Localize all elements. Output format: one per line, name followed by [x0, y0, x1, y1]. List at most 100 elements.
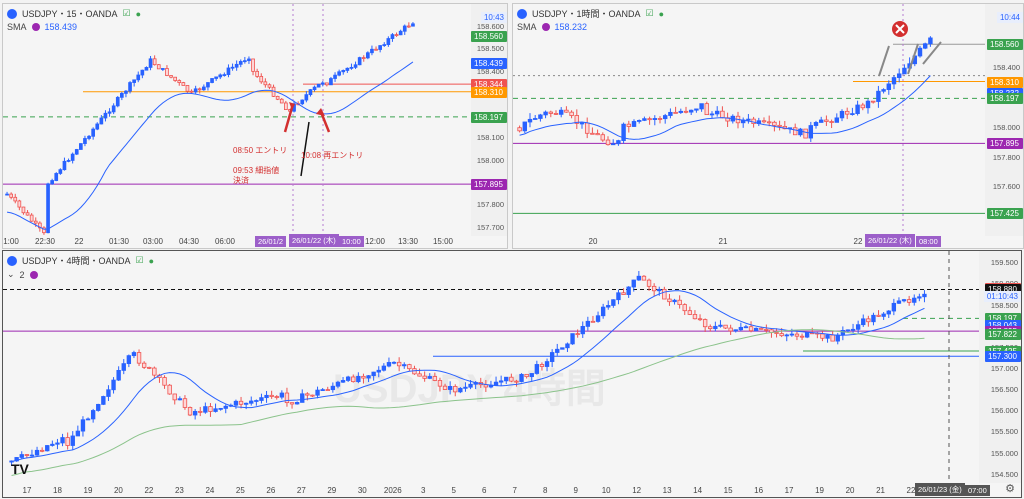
symbol-header[interactable]: USDJPY・15・OANDA ☑ ● [7, 7, 141, 20]
candlestick-chart[interactable] [3, 251, 1021, 497]
candle-body [539, 364, 545, 367]
candle-body [902, 67, 907, 75]
candle-body [677, 299, 682, 305]
candle-body [357, 57, 362, 66]
settings-icon[interactable] [31, 23, 40, 31]
candle-body [519, 373, 524, 382]
candle-body [468, 383, 473, 388]
candle-body [274, 396, 279, 398]
annotation-limit: 09:53 細指値 [233, 166, 280, 175]
candle-body [417, 373, 422, 377]
candle-body [152, 367, 157, 376]
price-tick: 155.500 [990, 427, 1018, 437]
time-tick: 20 [113, 486, 123, 495]
candle-body [213, 408, 218, 412]
price-label[interactable]: 158.344 [471, 79, 507, 91]
price-tick: 157.800 [992, 152, 1020, 162]
tradingview-logo[interactable]: TV [11, 461, 29, 477]
settings-icon[interactable] [29, 270, 38, 279]
price-label[interactable]: 158.310 [987, 76, 1023, 88]
candlestick-chart[interactable] [3, 4, 507, 248]
candle-body [605, 139, 611, 146]
time-tick: 23 [174, 486, 184, 495]
time-tick: 30 [357, 486, 367, 495]
time-tick: 26 [266, 486, 276, 495]
settings-icon[interactable] [541, 23, 550, 31]
candle-body [574, 115, 580, 124]
price-label[interactable]: 158.197 [985, 313, 1021, 325]
candle-body [922, 43, 928, 49]
price-label[interactable]: 157.300 [985, 351, 1021, 363]
check-icon[interactable]: ☑ [122, 8, 131, 18]
price-label[interactable]: 157.895 [471, 179, 507, 191]
candle-body [25, 212, 30, 216]
price-label[interactable]: 158.310 [471, 86, 507, 98]
candle-body [590, 320, 596, 323]
time-tick: 19 [83, 486, 93, 495]
candle-body [121, 363, 126, 371]
candle-body [316, 83, 321, 88]
sma-legend[interactable]: SMA 158.232 [517, 22, 587, 32]
indicator-legend[interactable]: ⌄ 2 [7, 269, 38, 280]
candle-body [881, 89, 886, 92]
market-status-icon: ● [135, 8, 142, 19]
sma-legend[interactable]: SMA 158.439 [7, 22, 77, 32]
candle-body [345, 376, 351, 381]
time-marker-label: 26/01/22 (木) [289, 234, 339, 247]
symbol-header[interactable]: USDJPY・1時間・OANDA ☑ ● [517, 7, 664, 20]
chart-pane-4h[interactable]: USDJPY・4時間・OANDA ☑ ● ⌄ 2 USDJPY 4時間 159.… [2, 250, 1022, 498]
chart-pane-1h[interactable]: USDJPY・1時間・OANDA ☑ ● SMA 158.232 158.400… [512, 3, 1024, 249]
collapse-icon[interactable]: ⌄ [7, 269, 15, 279]
candle-body [876, 314, 881, 317]
candle-body [333, 74, 337, 79]
price-label[interactable]: 157.425 [987, 208, 1023, 220]
sma-long-line [11, 329, 925, 477]
candle-body [626, 123, 632, 127]
candle-body [226, 67, 231, 75]
candlestick-chart[interactable] [513, 4, 1023, 248]
candle-body [210, 78, 214, 83]
price-label[interactable]: 157.895 [987, 138, 1023, 150]
candle-body [840, 330, 846, 336]
candle-body [279, 98, 284, 104]
candle-body [647, 118, 652, 121]
candle-body [269, 394, 274, 397]
candle-body [34, 449, 40, 456]
candle-body [799, 335, 805, 338]
time-tick: 04:30 [178, 237, 200, 246]
candle-body [723, 324, 728, 329]
candle-body [845, 329, 851, 332]
price-label[interactable]: 158.043 [985, 319, 1021, 331]
sma-label: SMA [7, 22, 27, 32]
price-label[interactable]: 158.560 [471, 31, 507, 43]
candle-body [144, 67, 149, 71]
candle-body [38, 222, 42, 229]
price-label[interactable]: 158.560 [987, 39, 1023, 51]
candle-body [39, 449, 45, 452]
candle-body [498, 380, 504, 383]
price-label[interactable]: 158.197 [987, 93, 1023, 105]
candle-body [182, 398, 188, 408]
price-label[interactable]: 158.880 [985, 284, 1021, 296]
check-icon[interactable]: ☑ [645, 8, 654, 18]
time-tick: 24 [205, 486, 215, 495]
candle-body [251, 58, 255, 72]
price-label[interactable]: 158.197 [471, 111, 507, 123]
candle-body [161, 68, 165, 70]
symbol-header[interactable]: USDJPY・4時間・OANDA ☑ ● [7, 254, 154, 267]
candle-body [432, 376, 438, 381]
price-label[interactable]: 158.439 [471, 57, 507, 69]
candle-body [702, 319, 708, 328]
chart-pane-15m[interactable]: USDJPY・15・OANDA ☑ ● SMA 158.439 158.600 1… [2, 3, 508, 249]
price-label[interactable]: 157.822 [985, 329, 1021, 341]
candle-body [662, 288, 667, 300]
candle-body [60, 437, 65, 444]
check-icon[interactable]: ☑ [135, 255, 144, 265]
candle-body [264, 394, 269, 399]
candle-body [9, 193, 13, 198]
settings-gear-icon[interactable]: ⚙ [1005, 483, 1015, 495]
candle-body [33, 220, 38, 224]
candle-body [169, 75, 173, 78]
candle-body [774, 332, 779, 334]
candle-body [808, 125, 814, 139]
